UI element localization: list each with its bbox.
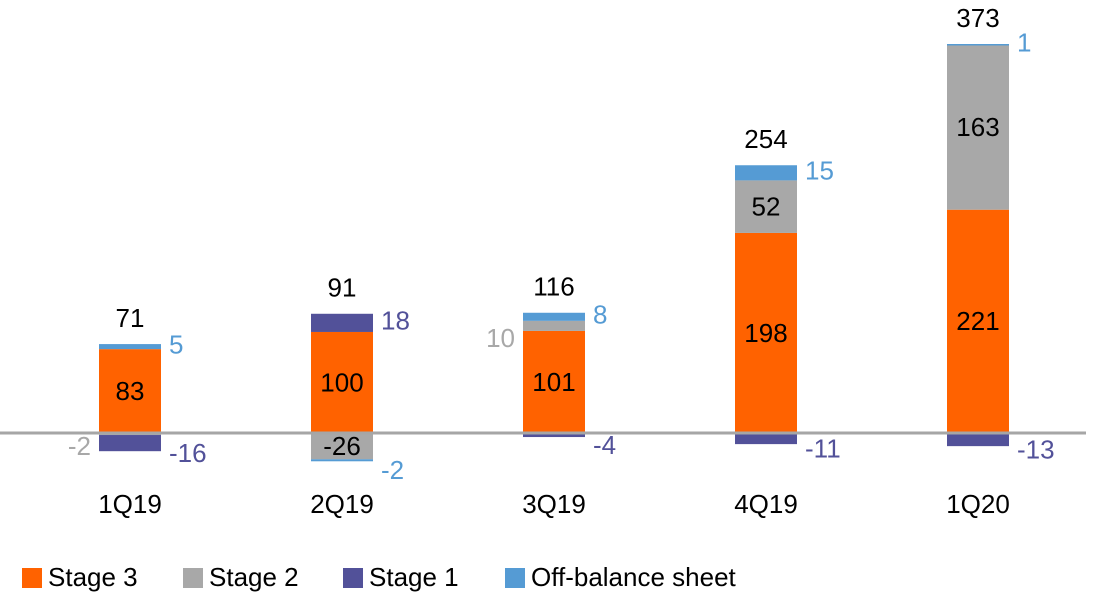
bar-segment <box>947 433 1009 447</box>
legend-swatch <box>183 568 203 588</box>
value-label: 52 <box>752 192 781 222</box>
value-label: -16 <box>169 438 207 468</box>
legend-swatch <box>505 568 525 588</box>
bar-segment <box>947 209 1009 433</box>
value-label: -13 <box>1017 434 1055 464</box>
legend-label: Off-balance sheet <box>531 562 737 592</box>
value-label: 1 <box>1017 27 1031 57</box>
legend-label: Stage 1 <box>369 562 459 592</box>
legend-label: Stage 3 <box>48 562 138 592</box>
total-label: 116 <box>533 272 574 302</box>
bar-segment <box>523 312 585 321</box>
bar-segment <box>523 320 585 331</box>
value-label: -2 <box>68 431 91 461</box>
total-label: 91 <box>328 273 357 303</box>
value-label: -4 <box>593 430 616 460</box>
value-label: 198 <box>744 318 787 348</box>
bar-segment <box>735 180 797 233</box>
value-label: 8 <box>593 300 607 330</box>
value-label: 5 <box>169 329 183 359</box>
bar-segment <box>947 45 1009 210</box>
value-label: 15 <box>805 156 834 186</box>
value-label: -26 <box>323 431 361 461</box>
legend-label: Stage 2 <box>209 562 299 592</box>
legend-swatch <box>343 568 363 588</box>
value-label: 221 <box>956 306 999 336</box>
value-label: -2 <box>381 455 404 485</box>
total-label: 373 <box>956 3 999 33</box>
value-label: 163 <box>956 112 999 142</box>
bar-segment <box>735 433 797 445</box>
bar-segment <box>735 232 797 433</box>
bar-segment <box>99 435 161 452</box>
total-label: 254 <box>744 124 787 154</box>
bar-segment <box>311 433 373 460</box>
value-label: 83 <box>116 376 145 406</box>
bar-segment <box>947 44 1009 46</box>
x-tick-label: 3Q19 <box>522 489 586 519</box>
x-tick-label: 1Q20 <box>946 489 1010 519</box>
bar-segment <box>735 165 797 181</box>
bar-segment <box>311 331 373 433</box>
bar-segment <box>523 433 585 438</box>
value-label: -11 <box>805 433 841 463</box>
value-label: 18 <box>381 306 410 336</box>
x-tick-label: 4Q19 <box>734 489 798 519</box>
legend-swatch <box>22 568 42 588</box>
bar-segment <box>99 349 161 433</box>
x-tick-label: 2Q19 <box>310 489 374 519</box>
bar-segment <box>99 344 161 350</box>
value-label: 10 <box>486 323 515 353</box>
bar-segment <box>523 330 585 433</box>
bar-segment <box>311 313 373 332</box>
value-label: 100 <box>320 367 363 397</box>
total-label: 71 <box>116 303 145 333</box>
bar-segment <box>311 459 373 462</box>
value-label: 101 <box>532 367 575 397</box>
x-tick-label: 1Q19 <box>98 489 162 519</box>
